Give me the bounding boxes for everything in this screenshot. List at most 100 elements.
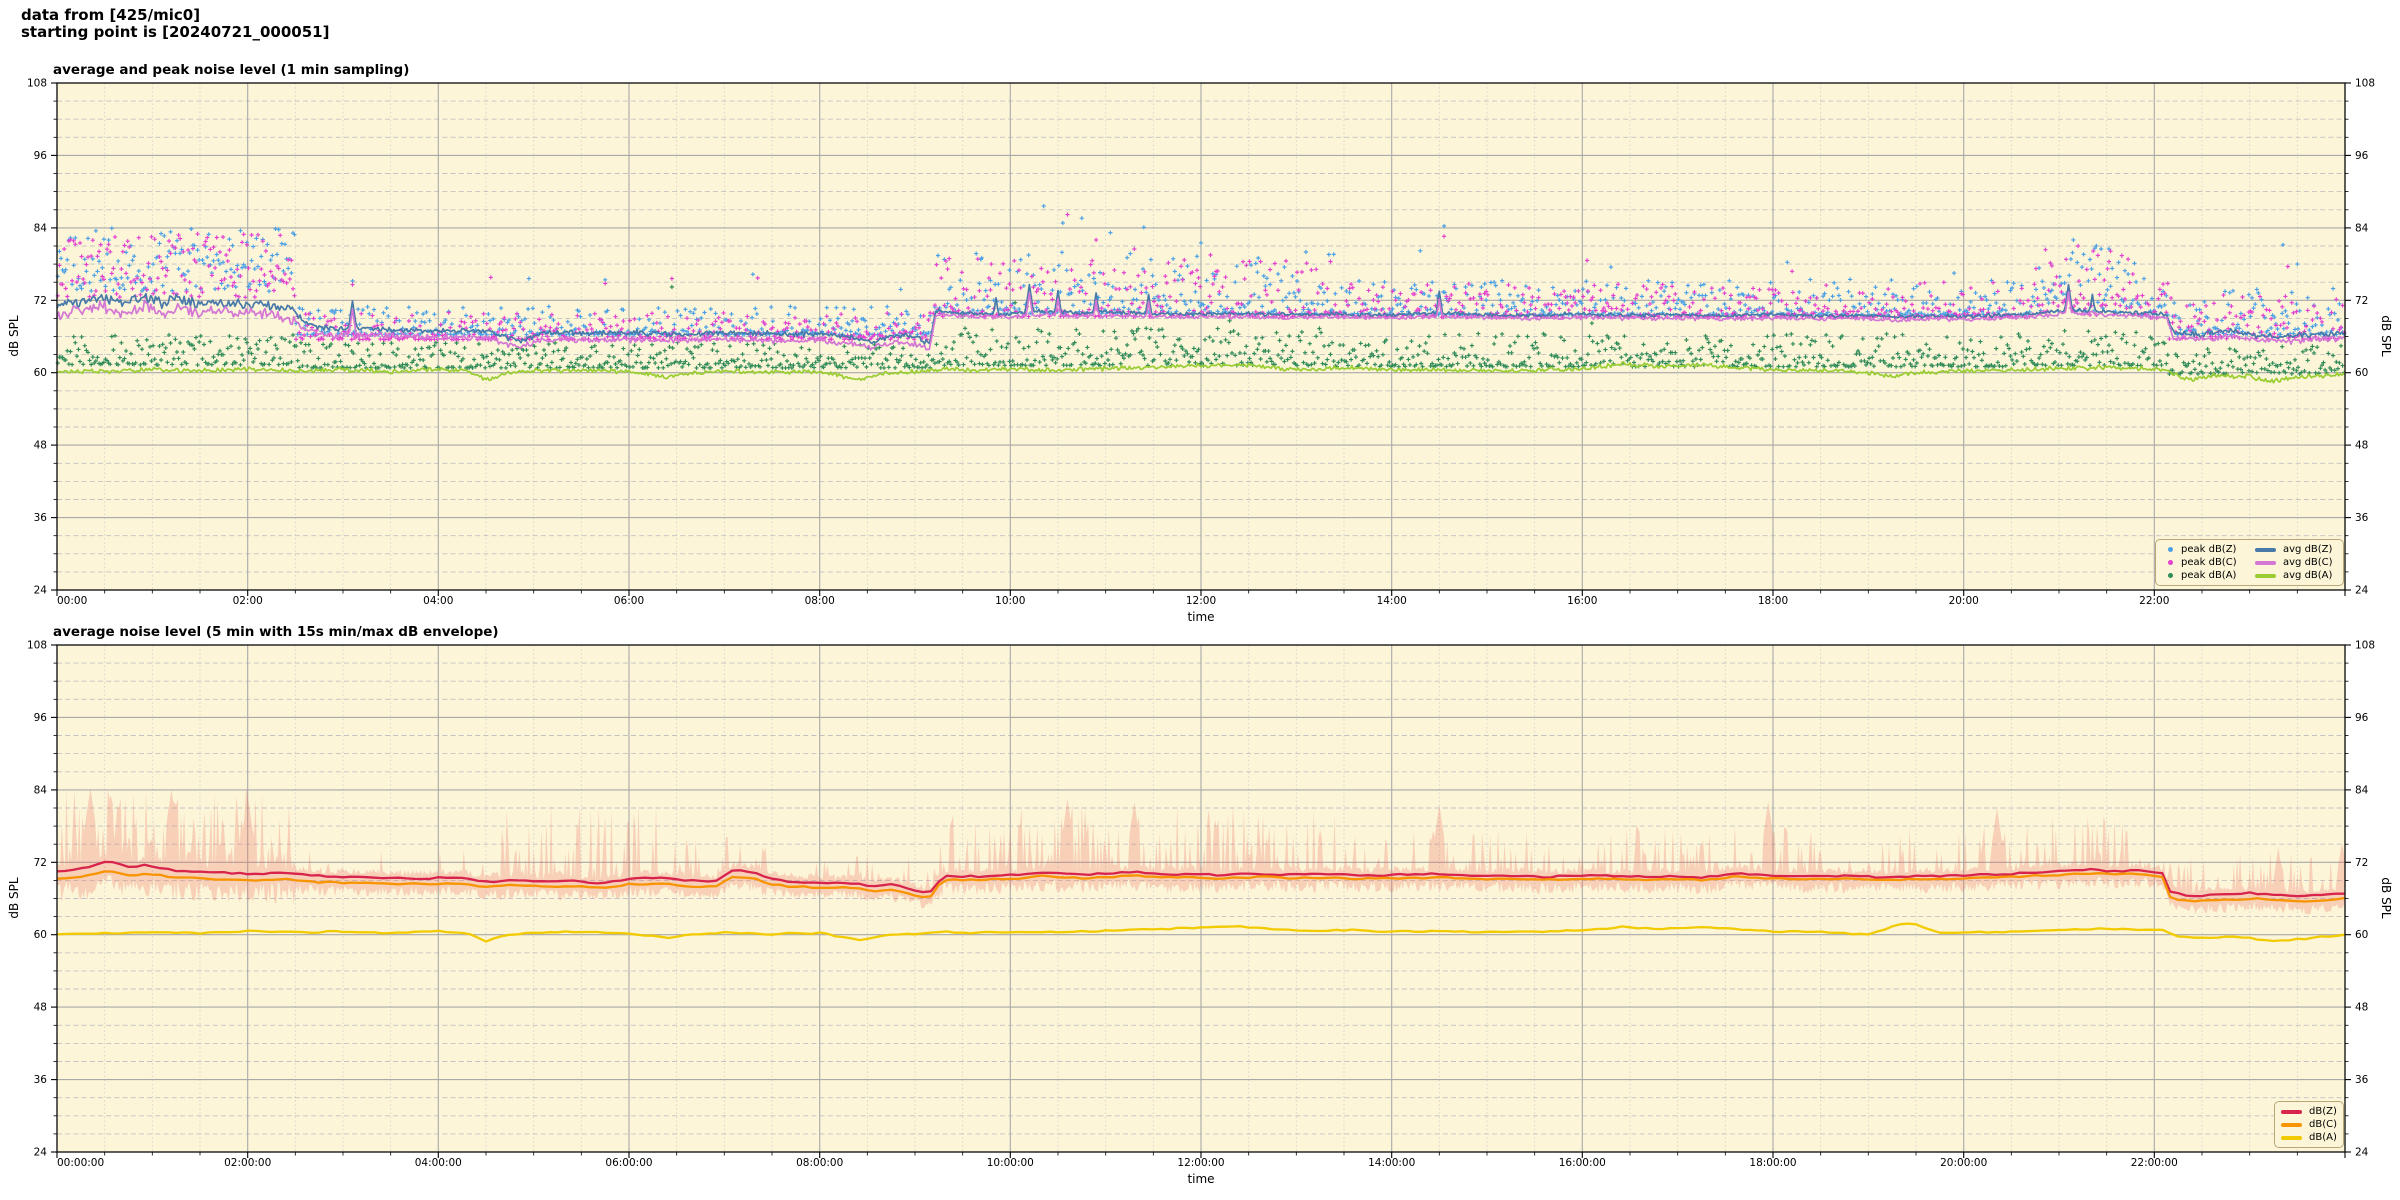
y-tick-label: 84 bbox=[34, 222, 48, 234]
line-avg dB(Z) bbox=[56, 283, 2346, 345]
x-tick-label: 12:00 bbox=[1186, 595, 1216, 607]
x-tick-label: 00:00 bbox=[57, 595, 87, 607]
line-avg dB(A) bbox=[56, 361, 2346, 384]
avg-dba-line-icon bbox=[2255, 573, 2276, 578]
legend-item-avg-dbc: avg dB(C) bbox=[2255, 556, 2337, 569]
avg-dbz-line-icon bbox=[2255, 547, 2276, 552]
x-tick-label: 08:00:00 bbox=[796, 1157, 843, 1169]
legend-label: peak dB(A) bbox=[2181, 570, 2237, 581]
x-tick-label: 20:00 bbox=[1949, 595, 1979, 607]
legend-item-dba: dB(A) bbox=[2281, 1131, 2337, 1144]
chart1-xaxis-label: time bbox=[1187, 610, 1215, 624]
line-avg dB(C) bbox=[56, 290, 2346, 351]
y-tick-label: 36 bbox=[34, 512, 48, 524]
x-tick-label: 02:00 bbox=[233, 595, 263, 607]
y-tick-label: 72 bbox=[2355, 857, 2368, 869]
y-tick-label: 84 bbox=[2355, 784, 2369, 796]
x-tick-label: 04:00:00 bbox=[415, 1157, 462, 1169]
chart2-legend: dB(Z) dB(C) dB(A) bbox=[2274, 1101, 2344, 1148]
y-tick-label: 84 bbox=[34, 784, 48, 796]
y-tick-label: 48 bbox=[34, 1002, 47, 1014]
y-tick-label: 48 bbox=[2355, 440, 2368, 452]
dba-line-icon bbox=[2281, 1135, 2302, 1140]
chart1-legend-grid: peak dB(Z) peak dB(C) peak dB(A) avg dB(… bbox=[2162, 543, 2337, 582]
y-tick-label: 60 bbox=[2355, 367, 2368, 379]
legend-item-dbz: dB(Z) bbox=[2281, 1105, 2337, 1118]
x-tick-label: 22:00:00 bbox=[2131, 1157, 2178, 1169]
line-dB(C) bbox=[56, 870, 2346, 903]
legend-label: avg dB(A) bbox=[2283, 570, 2333, 581]
y-tick-label: 108 bbox=[2355, 640, 2375, 652]
y-tick-label: 108 bbox=[27, 78, 47, 90]
chart2-yaxis-label-left: dB SPL bbox=[7, 877, 21, 919]
chart2-yaxis-label-right: dB SPL bbox=[2379, 877, 2393, 919]
x-tick-label: 16:00 bbox=[1567, 595, 1597, 607]
header-line-1: data from [425/mic0] bbox=[21, 6, 201, 24]
x-tick-label: 18:00 bbox=[1758, 595, 1788, 607]
y-tick-label: 24 bbox=[34, 1147, 48, 1159]
y-tick-label: 72 bbox=[34, 295, 47, 307]
line-dB(A) bbox=[56, 922, 2346, 943]
legend-label: dB(A) bbox=[2309, 1132, 2337, 1143]
legend-item-peak-dba: peak dB(A) bbox=[2162, 569, 2241, 582]
x-tick-label: 10:00:00 bbox=[987, 1157, 1034, 1169]
y-tick-label: 36 bbox=[2355, 512, 2369, 524]
peak-dbz-marker-icon bbox=[2168, 547, 2173, 552]
x-tick-label: 16:00:00 bbox=[1559, 1157, 1606, 1169]
x-tick-label: 02:00:00 bbox=[224, 1157, 271, 1169]
chart2-title: average noise level (5 min with 15s min/… bbox=[53, 624, 499, 640]
y-tick-label: 96 bbox=[34, 150, 48, 162]
legend-label: avg dB(C) bbox=[2283, 557, 2333, 568]
legend-label: dB(C) bbox=[2309, 1119, 2337, 1130]
x-tick-label: 08:00 bbox=[805, 595, 835, 607]
chart1-legend: peak dB(Z) peak dB(C) peak dB(A) avg dB(… bbox=[2155, 539, 2344, 586]
legend-item-avg-dba: avg dB(A) bbox=[2255, 569, 2337, 582]
chart1-yaxis-label-right: dB SPL bbox=[2379, 315, 2393, 357]
dbz-line-icon bbox=[2281, 1109, 2302, 1114]
y-tick-label: 48 bbox=[34, 440, 47, 452]
y-tick-label: 60 bbox=[2355, 929, 2368, 941]
x-tick-label: 22:00 bbox=[2139, 595, 2169, 607]
y-tick-label: 60 bbox=[34, 367, 47, 379]
x-tick-label: 06:00 bbox=[614, 595, 644, 607]
peak-dba-marker-icon bbox=[2168, 573, 2173, 578]
y-tick-label: 72 bbox=[34, 857, 47, 869]
x-tick-label: 14:00:00 bbox=[1368, 1157, 1415, 1169]
peak-dbc-marker-icon bbox=[2168, 560, 2173, 565]
y-tick-label: 36 bbox=[34, 1074, 48, 1086]
y-tick-label: 60 bbox=[34, 929, 47, 941]
y-tick-label: 72 bbox=[2355, 295, 2368, 307]
x-tick-label: 12:00:00 bbox=[1177, 1157, 1224, 1169]
legend-item-peak-dbc: peak dB(C) bbox=[2162, 556, 2241, 569]
chart1-title: average and peak noise level (1 min samp… bbox=[53, 62, 410, 78]
y-tick-label: 84 bbox=[2355, 222, 2369, 234]
legend-label: peak dB(Z) bbox=[2181, 544, 2237, 555]
dbc-line-icon bbox=[2281, 1122, 2302, 1127]
y-tick-label: 96 bbox=[34, 712, 48, 724]
x-tick-label: 04:00 bbox=[423, 595, 453, 607]
x-tick-label: 00:00:00 bbox=[57, 1157, 104, 1169]
y-tick-label: 24 bbox=[2355, 1147, 2369, 1159]
x-tick-label: 20:00:00 bbox=[1940, 1157, 1987, 1169]
x-tick-label: 10:00 bbox=[995, 595, 1025, 607]
legend-label: peak dB(C) bbox=[2181, 557, 2237, 568]
y-tick-label: 108 bbox=[27, 640, 47, 652]
chart1-yaxis-label-left: dB SPL bbox=[7, 315, 21, 357]
y-tick-label: 24 bbox=[2355, 585, 2369, 597]
legend-label: dB(Z) bbox=[2309, 1106, 2337, 1117]
legend-item-peak-dbz: peak dB(Z) bbox=[2162, 543, 2241, 556]
y-tick-label: 108 bbox=[2355, 78, 2375, 90]
y-tick-label: 96 bbox=[2355, 150, 2369, 162]
legend-item-avg-dbz: avg dB(Z) bbox=[2255, 543, 2337, 556]
legend-item-dbc: dB(C) bbox=[2281, 1118, 2337, 1131]
y-tick-label: 48 bbox=[2355, 1002, 2368, 1014]
y-tick-label: 36 bbox=[2355, 1074, 2369, 1086]
avg-dbc-line-icon bbox=[2255, 560, 2276, 565]
y-tick-label: 96 bbox=[2355, 712, 2369, 724]
legend-label: avg dB(Z) bbox=[2283, 544, 2333, 555]
x-tick-label: 06:00:00 bbox=[605, 1157, 652, 1169]
x-tick-label: 18:00:00 bbox=[1749, 1157, 1796, 1169]
scatter-peak dB(A) bbox=[55, 284, 2347, 376]
